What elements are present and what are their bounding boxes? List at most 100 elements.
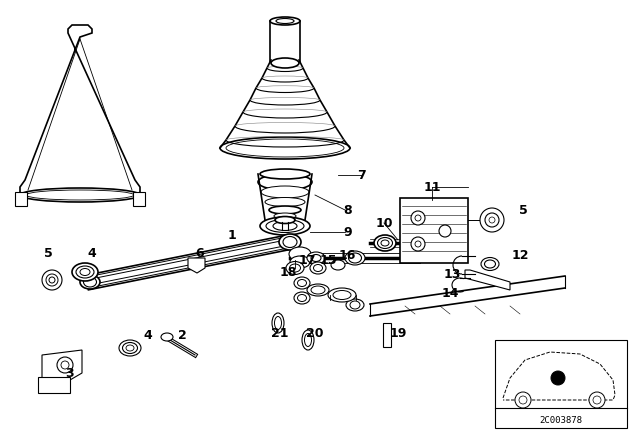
- Ellipse shape: [374, 235, 396, 251]
- Ellipse shape: [266, 220, 304, 233]
- Text: 2: 2: [178, 328, 186, 341]
- Circle shape: [42, 270, 62, 290]
- Circle shape: [411, 237, 425, 251]
- Text: 9: 9: [344, 225, 352, 238]
- Ellipse shape: [276, 18, 294, 23]
- Text: 21: 21: [271, 327, 289, 340]
- Ellipse shape: [272, 313, 284, 333]
- Text: 17: 17: [298, 254, 316, 267]
- Ellipse shape: [286, 262, 304, 275]
- Ellipse shape: [80, 275, 100, 289]
- Circle shape: [415, 215, 421, 221]
- Circle shape: [415, 241, 421, 247]
- Text: 11: 11: [423, 181, 441, 194]
- Ellipse shape: [331, 260, 345, 270]
- Text: 3: 3: [66, 366, 74, 379]
- Ellipse shape: [298, 280, 307, 287]
- Text: 14: 14: [441, 287, 459, 300]
- Ellipse shape: [271, 58, 299, 68]
- Ellipse shape: [307, 252, 325, 264]
- Ellipse shape: [294, 292, 310, 304]
- Ellipse shape: [290, 256, 310, 268]
- Ellipse shape: [310, 262, 326, 274]
- Circle shape: [589, 392, 605, 408]
- Ellipse shape: [314, 264, 323, 271]
- Ellipse shape: [349, 253, 362, 263]
- Circle shape: [480, 208, 504, 232]
- Ellipse shape: [279, 234, 301, 250]
- Text: 4: 4: [143, 328, 152, 341]
- Ellipse shape: [261, 186, 309, 198]
- Ellipse shape: [346, 299, 364, 311]
- Ellipse shape: [119, 340, 141, 356]
- Circle shape: [439, 225, 451, 237]
- Ellipse shape: [126, 345, 134, 351]
- Ellipse shape: [328, 288, 356, 302]
- Ellipse shape: [83, 277, 97, 287]
- Circle shape: [551, 371, 565, 385]
- Ellipse shape: [275, 216, 295, 224]
- Ellipse shape: [72, 263, 98, 281]
- Ellipse shape: [80, 268, 90, 276]
- Text: 8: 8: [344, 203, 352, 216]
- Ellipse shape: [333, 290, 351, 300]
- Text: 19: 19: [389, 327, 406, 340]
- Ellipse shape: [270, 17, 300, 25]
- Ellipse shape: [260, 169, 310, 179]
- Ellipse shape: [269, 206, 301, 214]
- Circle shape: [411, 211, 425, 225]
- Ellipse shape: [345, 251, 365, 265]
- Ellipse shape: [307, 284, 329, 296]
- Polygon shape: [400, 198, 468, 263]
- Ellipse shape: [378, 237, 392, 249]
- Text: 5: 5: [44, 246, 52, 259]
- Bar: [133, 192, 145, 206]
- Circle shape: [46, 274, 58, 286]
- Text: 6: 6: [196, 246, 204, 259]
- Text: 20: 20: [307, 327, 324, 340]
- Ellipse shape: [20, 188, 140, 202]
- Ellipse shape: [289, 264, 301, 272]
- Circle shape: [485, 213, 499, 227]
- Ellipse shape: [274, 213, 296, 219]
- Circle shape: [49, 277, 55, 283]
- Ellipse shape: [122, 343, 138, 353]
- Ellipse shape: [76, 266, 94, 278]
- Ellipse shape: [294, 277, 310, 289]
- Ellipse shape: [289, 247, 311, 261]
- Text: 7: 7: [358, 168, 366, 181]
- Circle shape: [519, 396, 527, 404]
- Ellipse shape: [298, 294, 307, 302]
- Text: 5: 5: [518, 203, 527, 216]
- Text: 1: 1: [228, 228, 236, 241]
- Ellipse shape: [275, 316, 282, 329]
- Text: 13: 13: [444, 267, 461, 280]
- Ellipse shape: [311, 254, 321, 262]
- Text: 15: 15: [319, 254, 337, 267]
- Ellipse shape: [273, 221, 297, 231]
- Polygon shape: [42, 350, 82, 380]
- Ellipse shape: [305, 333, 312, 346]
- Ellipse shape: [161, 333, 173, 341]
- Circle shape: [57, 357, 73, 373]
- Ellipse shape: [350, 301, 360, 309]
- Bar: [15, 192, 27, 206]
- Ellipse shape: [484, 260, 495, 268]
- Text: 16: 16: [339, 249, 356, 262]
- Ellipse shape: [481, 258, 499, 271]
- Circle shape: [593, 396, 601, 404]
- Ellipse shape: [26, 190, 134, 200]
- Circle shape: [489, 217, 495, 223]
- Text: 2C003878: 2C003878: [540, 415, 582, 425]
- Ellipse shape: [302, 330, 314, 350]
- Text: 4: 4: [88, 246, 97, 259]
- Ellipse shape: [226, 139, 344, 157]
- Text: 12: 12: [511, 249, 529, 262]
- Ellipse shape: [220, 137, 350, 159]
- Polygon shape: [465, 270, 510, 290]
- Circle shape: [515, 392, 531, 408]
- Text: 18: 18: [279, 266, 297, 279]
- Ellipse shape: [260, 217, 310, 235]
- Polygon shape: [188, 258, 205, 273]
- Bar: [495, 340, 627, 428]
